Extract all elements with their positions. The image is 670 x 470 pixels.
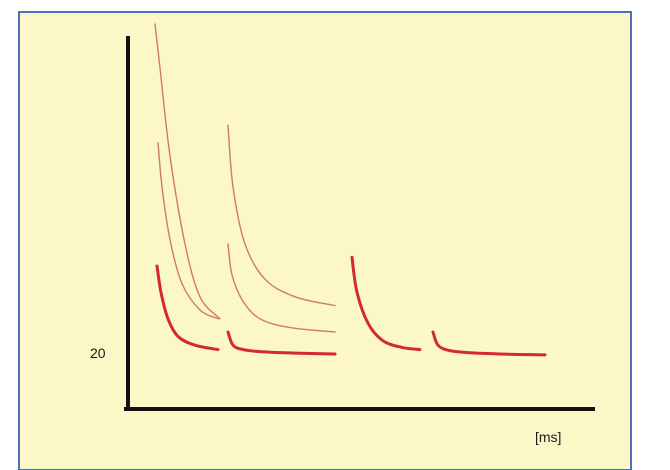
series-lower-segment-1 [155, 264, 220, 352]
y-tick-label: 20 [90, 345, 106, 361]
series-upper-segment-1 [154, 23, 221, 320]
plot-panel [18, 11, 632, 470]
series-upper-segment-2 [227, 124, 336, 307]
series-lower-segment-3 [350, 255, 422, 352]
x-axis-label: [ms] [535, 429, 561, 445]
series-middle-segment-1 [157, 142, 219, 320]
curve-layer [154, 23, 547, 357]
series-middle-segment-2 [227, 243, 336, 333]
series-lower-segment-2 [226, 330, 337, 356]
series-lower-segment-4 [431, 330, 547, 357]
